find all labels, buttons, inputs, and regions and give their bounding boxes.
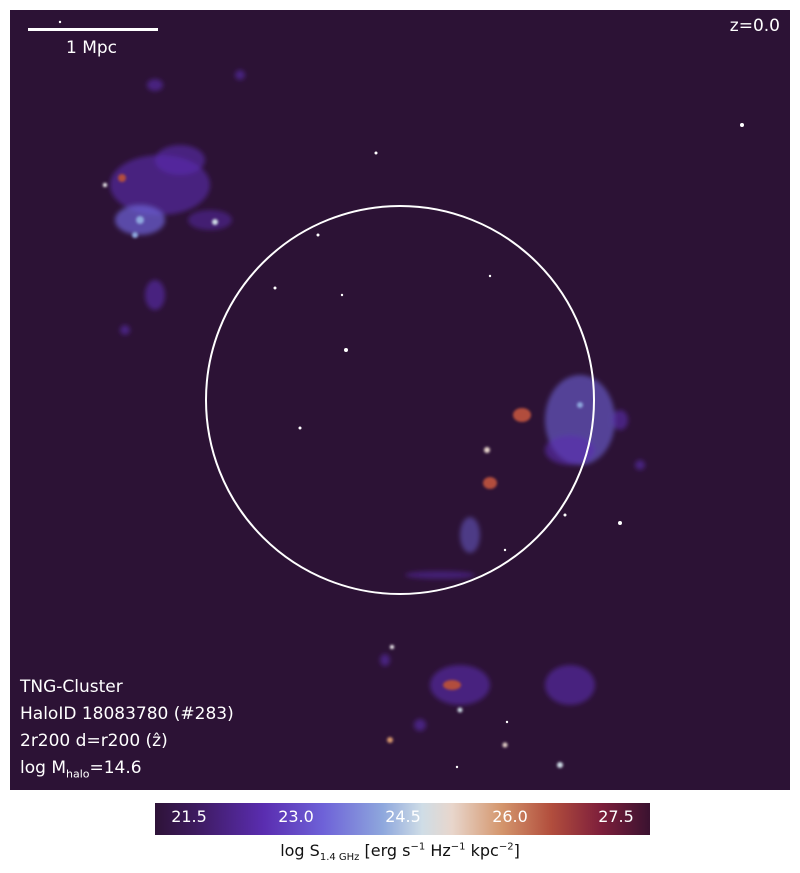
halo-info: TNG-Cluster HaloID 18083780 (#283) 2r200… xyxy=(20,674,234,782)
radio-emission-map: 1 Mpc z=0.0 TNG-Cluster HaloID 18083780 … xyxy=(10,10,790,790)
projection-info: 2r200 d=r200 (ẑ) xyxy=(20,731,168,751)
halo-mass: log Mhalo=14.6 xyxy=(20,758,142,781)
colorbar-tick: 27.5 xyxy=(598,807,634,826)
map-drawing xyxy=(58,20,744,769)
r200-circle xyxy=(205,205,595,595)
colorbar-tick: 21.5 xyxy=(171,807,207,826)
scale-bar-label: 1 Mpc xyxy=(66,38,118,58)
scale-bar xyxy=(28,28,158,31)
colorbar-tick: 24.5 xyxy=(385,807,421,826)
colorbar-label: log S1.4 GHz [erg s−1 Hz−1 kpc−2] xyxy=(280,841,520,864)
colorbar: 21.5 23.0 24.5 26.0 27.5 xyxy=(155,803,650,835)
bottom-emission xyxy=(380,517,595,731)
halo-id: HaloID 18083780 (#283) xyxy=(20,704,234,724)
colorbar-tick: 26.0 xyxy=(492,807,528,826)
colorbar-tick: 23.0 xyxy=(278,807,314,826)
simulation-name: TNG-Cluster xyxy=(20,677,123,697)
upper-left-emission xyxy=(110,70,245,335)
point-sources xyxy=(58,20,744,769)
right-emission xyxy=(545,375,645,470)
redshift-label: z=0.0 xyxy=(729,16,780,36)
